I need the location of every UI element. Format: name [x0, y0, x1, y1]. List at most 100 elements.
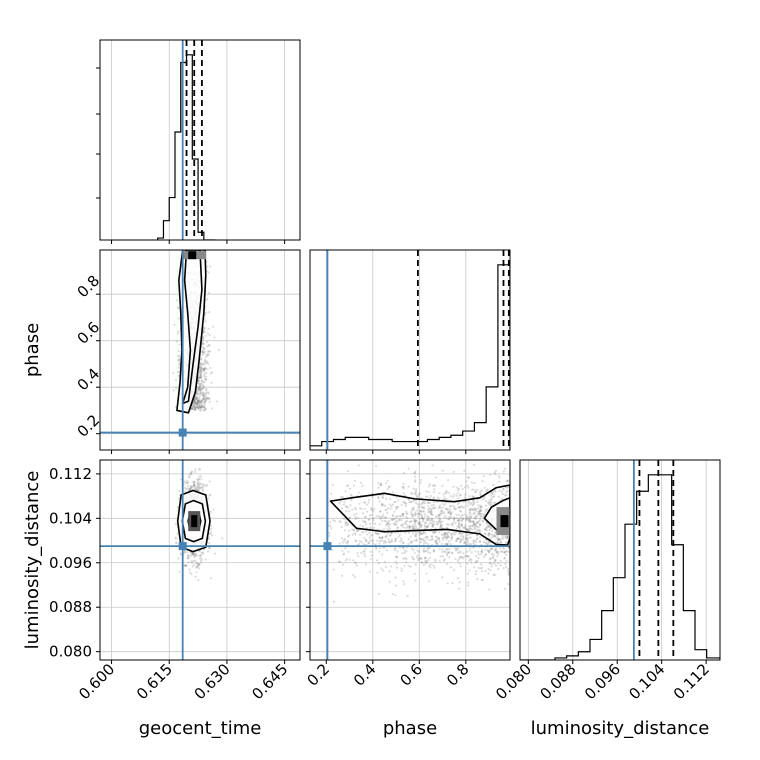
sample-point — [363, 501, 366, 504]
sample-point — [501, 487, 505, 490]
sample-point — [405, 561, 408, 564]
sample-point — [473, 506, 476, 510]
sample-point — [497, 562, 500, 565]
sample-point — [208, 398, 211, 401]
sample-point — [204, 392, 207, 396]
sample-point — [194, 488, 198, 491]
panel-background — [520, 460, 720, 660]
sample-point — [201, 551, 205, 554]
x-axis-label-geocent_time: geocent_time — [139, 718, 262, 739]
sample-point — [452, 495, 455, 498]
sample-point — [420, 557, 423, 561]
sample-point — [469, 524, 472, 528]
sample-point — [429, 566, 432, 569]
sample-point — [205, 483, 209, 487]
panel-border — [519, 459, 721, 661]
sample-point — [349, 493, 352, 496]
sample-point — [411, 527, 414, 530]
sample-point — [385, 523, 389, 526]
sample-point — [189, 487, 192, 490]
sample-point — [193, 399, 196, 402]
sample-point — [421, 501, 424, 504]
sample-point — [428, 497, 431, 500]
sample-point — [453, 568, 456, 572]
sample-point — [419, 524, 423, 527]
sample-point — [369, 550, 372, 554]
sample-point — [488, 549, 491, 552]
sample-point — [203, 400, 207, 404]
sample-point — [402, 512, 405, 516]
sample-point — [201, 349, 205, 352]
sample-point — [198, 563, 201, 566]
sample-point — [432, 549, 436, 552]
sample-point — [419, 520, 422, 524]
sample-point — [208, 334, 211, 337]
sample-point — [489, 500, 492, 504]
sample-point — [477, 550, 480, 553]
sample-point — [504, 536, 507, 539]
sample-point — [471, 508, 475, 512]
y-tick-label: 0.4 — [74, 365, 104, 395]
sample-point — [480, 489, 483, 492]
sample-point — [463, 555, 466, 558]
sample-point — [202, 398, 205, 401]
sample-point — [466, 504, 469, 507]
sample-point — [456, 551, 460, 554]
sample-point — [369, 539, 372, 543]
sample-point — [483, 513, 486, 516]
sample-point — [428, 546, 431, 550]
sample-point — [468, 508, 471, 511]
sample-point — [201, 486, 204, 489]
sample-point — [484, 554, 487, 557]
sample-point — [457, 496, 460, 500]
sample-point — [197, 379, 200, 382]
sample-point — [201, 387, 204, 390]
sample-point — [194, 242, 196, 244]
sample-point — [467, 516, 470, 520]
sample-point — [174, 536, 177, 539]
sample-point — [485, 521, 488, 524]
sample-point — [189, 487, 192, 490]
sample-point — [176, 370, 179, 374]
sample-point — [206, 396, 209, 400]
sample-point — [178, 366, 181, 369]
sample-point — [485, 529, 489, 532]
sample-point — [499, 547, 502, 550]
sample-point — [445, 526, 448, 529]
sample-point — [398, 533, 402, 536]
sample-point — [425, 535, 428, 539]
sample-point — [412, 558, 415, 561]
sample-point — [328, 531, 331, 535]
sample-point — [434, 515, 438, 518]
sample-point — [456, 519, 459, 522]
sample-point — [486, 543, 489, 546]
sample-point — [200, 561, 203, 564]
sample-point — [202, 369, 205, 372]
sample-point — [194, 403, 197, 406]
sample-point — [193, 399, 196, 402]
sample-point — [351, 508, 354, 511]
sample-point — [372, 519, 375, 522]
sample-point — [361, 525, 365, 528]
sample-point — [344, 521, 347, 525]
panel-background — [100, 40, 300, 240]
sample-point — [398, 518, 401, 522]
sample-point — [495, 550, 498, 553]
sample-point — [468, 569, 471, 572]
sample-point — [330, 492, 333, 495]
sample-point — [440, 533, 444, 536]
sample-point — [459, 532, 463, 535]
sample-point — [458, 531, 461, 535]
sample-point — [197, 399, 200, 403]
sample-point — [200, 379, 203, 382]
sample-point — [184, 564, 187, 567]
sample-point — [201, 342, 205, 345]
sample-point — [199, 554, 202, 557]
sample-point — [379, 510, 382, 513]
sample-point — [407, 498, 411, 501]
sample-point — [421, 519, 425, 523]
sample-point — [365, 538, 368, 542]
sample-point — [496, 555, 499, 558]
sample-point — [423, 557, 427, 560]
sample-point — [406, 512, 409, 515]
